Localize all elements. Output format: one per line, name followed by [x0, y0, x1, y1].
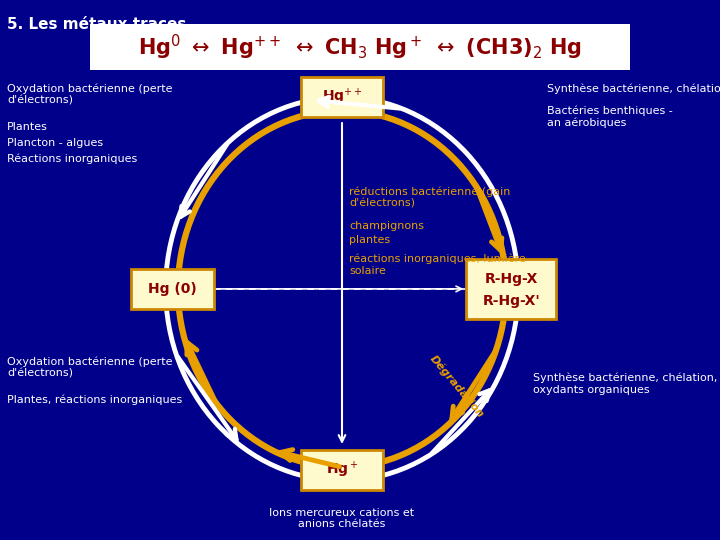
Text: Bactéries benthiques -
an aérobiques: Bactéries benthiques - an aérobiques: [547, 105, 673, 128]
Text: plantes: plantes: [349, 235, 390, 245]
Text: Oxydation bactérienne (perte
d'électrons): Oxydation bactérienne (perte d'électrons…: [7, 356, 173, 379]
Text: Oxydation bactérienne (perte
d'électrons): Oxydation bactérienne (perte d'électrons…: [7, 84, 173, 106]
Text: Réactions inorganiques: Réactions inorganiques: [7, 154, 138, 164]
Text: Synthèse bactérienne, chélation,
oxydants organiques: Synthèse bactérienne, chélation, oxydant…: [533, 373, 717, 395]
Text: R-Hg-X: R-Hg-X: [485, 272, 538, 286]
FancyBboxPatch shape: [301, 449, 383, 490]
Text: Plantes: Plantes: [7, 122, 48, 132]
FancyBboxPatch shape: [301, 77, 383, 117]
Text: Hg$^{++}$: Hg$^{++}$: [322, 87, 362, 107]
Text: 5. Les métaux traces: 5. Les métaux traces: [7, 17, 186, 32]
Text: Hg$^0$ $\leftrightarrow$ Hg$^{++}$ $\leftrightarrow$ CH$_3$ Hg$^+$ $\leftrightar: Hg$^0$ $\leftrightarrow$ Hg$^{++}$ $\lef…: [138, 33, 582, 62]
Text: Ions mercureux cations et
anions chélatés: Ions mercureux cations et anions chélaté…: [269, 508, 415, 529]
Text: Dégradation: Dégradation: [428, 353, 486, 420]
Text: Hg (0): Hg (0): [148, 282, 197, 296]
Text: Plancton - algues: Plancton - algues: [7, 138, 104, 148]
Text: Synthèse bactérienne, chélation: Synthèse bactérienne, chélation: [547, 84, 720, 94]
Text: réductions bactérienne (gain
d'électrons): réductions bactérienne (gain d'électrons…: [349, 186, 510, 208]
FancyBboxPatch shape: [467, 259, 556, 319]
Text: réactions inorganiques, lumière
solaire: réactions inorganiques, lumière solaire: [349, 254, 526, 276]
FancyBboxPatch shape: [132, 269, 215, 309]
Text: Plantes, réactions inorganiques: Plantes, réactions inorganiques: [7, 394, 182, 404]
FancyBboxPatch shape: [90, 24, 630, 70]
Text: R-Hg-X': R-Hg-X': [482, 294, 540, 308]
Text: Hg$^+$: Hg$^+$: [325, 460, 359, 480]
Text: champignons: champignons: [349, 221, 424, 232]
